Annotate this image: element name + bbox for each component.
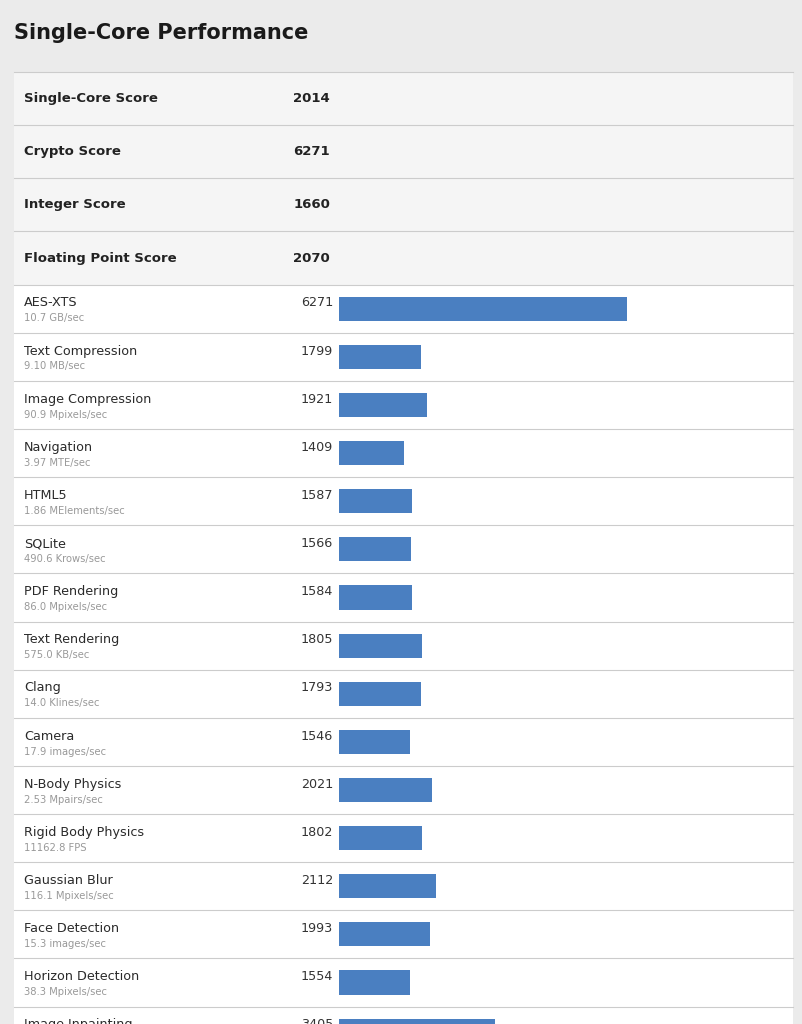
Text: 2112: 2112: [301, 874, 333, 887]
Text: Face Detection: Face Detection: [24, 923, 119, 935]
Bar: [14, 958, 792, 1007]
Text: 1554: 1554: [301, 971, 333, 983]
Text: 2070: 2070: [293, 252, 330, 264]
Text: Navigation: Navigation: [24, 441, 93, 454]
Bar: [338, 778, 431, 802]
Text: 17.9 images/sec: 17.9 images/sec: [24, 746, 106, 757]
Text: Camera: Camera: [24, 730, 75, 742]
Text: 14.0 Klines/sec: 14.0 Klines/sec: [24, 698, 99, 709]
Text: 2014: 2014: [293, 92, 330, 104]
Text: 9.10 MB/sec: 9.10 MB/sec: [24, 361, 85, 372]
Bar: [14, 333, 792, 381]
Text: 10.7 GB/sec: 10.7 GB/sec: [24, 313, 84, 324]
Bar: [14, 718, 792, 766]
Text: 3405: 3405: [301, 1019, 333, 1024]
Bar: [338, 345, 421, 369]
Text: 1799: 1799: [301, 345, 333, 357]
Text: AES-XTS: AES-XTS: [24, 297, 78, 309]
Text: Image Compression: Image Compression: [24, 393, 152, 406]
Bar: [338, 826, 421, 850]
Text: Image Inpainting: Image Inpainting: [24, 1019, 132, 1024]
Text: 490.6 Krows/sec: 490.6 Krows/sec: [24, 554, 106, 564]
Text: 86.0 Mpixels/sec: 86.0 Mpixels/sec: [24, 602, 107, 612]
Text: N-Body Physics: N-Body Physics: [24, 778, 121, 791]
Text: Crypto Score: Crypto Score: [24, 145, 121, 158]
Text: 11162.8 FPS: 11162.8 FPS: [24, 843, 87, 853]
Text: Rigid Body Physics: Rigid Body Physics: [24, 826, 144, 839]
Bar: [14, 814, 792, 862]
Text: 1793: 1793: [301, 682, 333, 694]
Text: 575.0 KB/sec: 575.0 KB/sec: [24, 650, 89, 660]
Bar: [338, 874, 435, 898]
Bar: [14, 766, 792, 814]
Text: 15.3 images/sec: 15.3 images/sec: [24, 939, 106, 949]
Bar: [14, 429, 792, 477]
Bar: [14, 525, 792, 573]
Text: Integer Score: Integer Score: [24, 199, 126, 211]
Text: 1921: 1921: [301, 393, 333, 406]
Text: 2.53 Mpairs/sec: 2.53 Mpairs/sec: [24, 795, 103, 805]
Text: 1993: 1993: [301, 923, 333, 935]
Bar: [338, 730, 409, 754]
Text: 1802: 1802: [301, 826, 333, 839]
Bar: [338, 586, 411, 609]
Bar: [14, 231, 792, 285]
Bar: [338, 634, 421, 657]
Text: Single-Core Score: Single-Core Score: [24, 92, 158, 104]
Text: 116.1 Mpixels/sec: 116.1 Mpixels/sec: [24, 891, 114, 901]
Text: 1587: 1587: [301, 489, 333, 502]
Bar: [14, 670, 792, 718]
Text: 38.3 Mpixels/sec: 38.3 Mpixels/sec: [24, 987, 107, 997]
Bar: [338, 1019, 495, 1024]
Bar: [338, 971, 410, 994]
Bar: [338, 393, 427, 417]
Text: 1546: 1546: [301, 730, 333, 742]
Text: 90.9 Mpixels/sec: 90.9 Mpixels/sec: [24, 410, 107, 420]
Bar: [14, 573, 792, 622]
Text: SQLite: SQLite: [24, 538, 66, 550]
Text: 6271: 6271: [301, 297, 333, 309]
Text: Gaussian Blur: Gaussian Blur: [24, 874, 113, 887]
Text: Text Compression: Text Compression: [24, 345, 137, 357]
Text: 2021: 2021: [301, 778, 333, 791]
Bar: [14, 1007, 792, 1024]
Bar: [14, 862, 792, 910]
Text: Single-Core Performance: Single-Core Performance: [14, 23, 309, 43]
Text: 6271: 6271: [293, 145, 330, 158]
Bar: [338, 538, 410, 561]
Bar: [14, 910, 792, 958]
Text: 3.97 MTE/sec: 3.97 MTE/sec: [24, 458, 91, 468]
Bar: [338, 489, 411, 513]
Bar: [338, 441, 403, 465]
Bar: [338, 297, 626, 321]
Bar: [14, 381, 792, 429]
Bar: [14, 285, 792, 333]
Bar: [14, 178, 792, 231]
Bar: [14, 125, 792, 178]
Bar: [338, 923, 430, 946]
Text: Floating Point Score: Floating Point Score: [24, 252, 176, 264]
Bar: [14, 477, 792, 525]
Text: 1805: 1805: [301, 634, 333, 646]
Text: Horizon Detection: Horizon Detection: [24, 971, 140, 983]
Text: 1566: 1566: [301, 538, 333, 550]
Text: Clang: Clang: [24, 682, 61, 694]
Text: 1.86 MElements/sec: 1.86 MElements/sec: [24, 506, 124, 516]
Text: 1584: 1584: [301, 586, 333, 598]
Bar: [14, 72, 792, 125]
Bar: [338, 682, 420, 706]
Text: Text Rendering: Text Rendering: [24, 634, 119, 646]
Text: HTML5: HTML5: [24, 489, 67, 502]
Text: 1660: 1660: [293, 199, 330, 211]
Text: PDF Rendering: PDF Rendering: [24, 586, 118, 598]
Text: 1409: 1409: [301, 441, 333, 454]
Bar: [14, 622, 792, 670]
